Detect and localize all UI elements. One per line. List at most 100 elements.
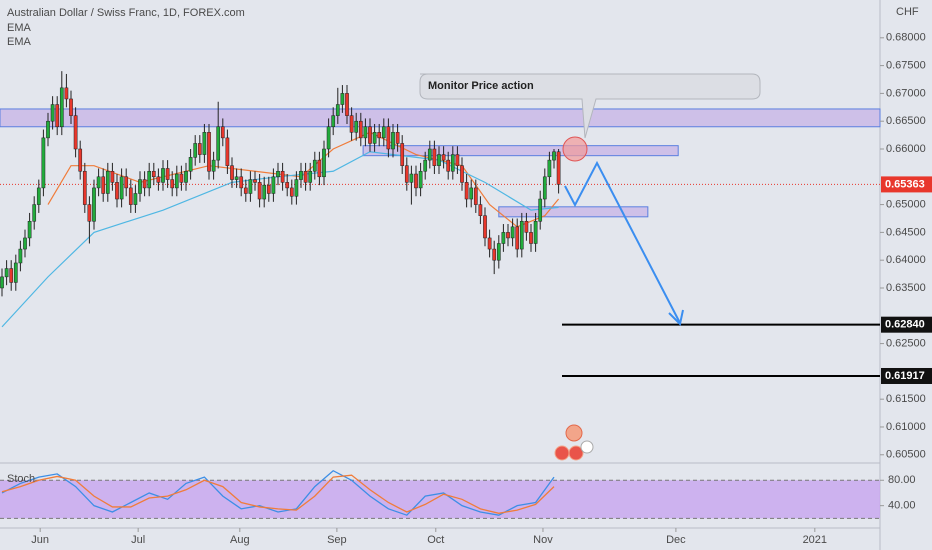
candle-body — [220, 126, 225, 139]
candle-body — [501, 232, 506, 244]
level-label-box — [881, 316, 932, 333]
candle-body — [96, 176, 101, 189]
candle-body — [64, 87, 69, 100]
candle-body — [285, 182, 290, 189]
candle-body — [450, 154, 455, 172]
candle-body — [234, 176, 239, 180]
candle-body — [400, 143, 405, 166]
candle-body — [174, 173, 179, 189]
candle-body — [552, 151, 556, 161]
candle-body — [262, 184, 267, 200]
candle-body — [409, 173, 414, 183]
callout — [419, 73, 761, 139]
candle-body — [128, 187, 133, 205]
candle-body — [391, 132, 395, 150]
last-price-label: 0.65363 — [885, 178, 925, 190]
candle-body — [529, 232, 533, 244]
candle-body — [101, 176, 106, 194]
candle-body — [340, 93, 345, 105]
event-icon[interactable] — [568, 445, 584, 461]
candle-body — [349, 115, 354, 133]
candle-body — [156, 176, 161, 183]
candle-body — [18, 248, 23, 264]
candle-body — [510, 226, 515, 239]
candle-body — [345, 93, 349, 116]
candle-body — [188, 157, 193, 172]
candle-body — [432, 148, 437, 166]
candle-body — [372, 132, 377, 144]
y-tick-label: 0.68000 — [886, 32, 926, 44]
candle-body — [73, 115, 78, 150]
candle-body — [230, 165, 234, 180]
candle-body — [335, 104, 340, 116]
candle-body — [303, 170, 308, 183]
candle-body — [115, 182, 119, 200]
last-price-box — [881, 176, 932, 193]
candle-body — [161, 168, 165, 183]
candle-body — [492, 248, 497, 261]
level-label-box — [881, 367, 932, 384]
candle-body — [358, 120, 363, 139]
price-zone — [498, 206, 649, 218]
stoch-band — [0, 480, 880, 519]
candle-body — [32, 204, 37, 222]
candle-body — [312, 159, 317, 172]
callout-text: Monitor Price action — [428, 80, 534, 92]
candle-body — [483, 215, 487, 239]
candle-body — [4, 268, 9, 278]
level-label: 0.61917 — [885, 370, 925, 382]
candle-body — [446, 159, 451, 172]
y-tick-label: 0.63500 — [886, 282, 926, 294]
y-tick-label: 0.67500 — [886, 60, 926, 72]
candle-body — [13, 262, 18, 283]
candle-body — [142, 179, 147, 189]
candle-body — [69, 98, 73, 116]
candle-body — [368, 126, 372, 144]
projection-arrow — [564, 160, 681, 324]
y-tick-label: 0.62500 — [886, 337, 926, 349]
candle-body — [331, 115, 336, 128]
candle-body — [179, 173, 184, 183]
candle-body — [363, 126, 368, 139]
candle-body — [418, 170, 423, 189]
candle-body — [9, 268, 14, 283]
event-icon[interactable] — [565, 424, 583, 442]
candle-body — [239, 176, 244, 189]
candle-body — [478, 204, 483, 216]
candle-body — [46, 120, 50, 139]
stoch-tick-label: 80.00 — [888, 474, 916, 486]
event-count[interactable] — [580, 440, 594, 454]
x-tick-label: Nov — [533, 534, 553, 546]
x-tick-label: Oct — [427, 534, 444, 546]
candle-body — [184, 170, 188, 183]
candle-body — [110, 170, 115, 183]
x-tick-label: Sep — [327, 534, 347, 546]
candle-body — [437, 154, 441, 166]
x-tick-label: Aug — [230, 534, 250, 546]
price-zone — [0, 108, 881, 128]
candle-body — [170, 179, 175, 189]
candle-body — [377, 132, 382, 139]
candle-body — [326, 126, 331, 150]
candle-body — [280, 170, 285, 183]
candle-body — [216, 126, 221, 161]
stoch-label: Stoch — [7, 473, 35, 485]
y-tick-label: 0.67000 — [886, 87, 926, 99]
y-tick-label: 0.64500 — [886, 226, 926, 238]
candle-body — [414, 173, 418, 189]
candle-body — [193, 143, 198, 158]
candle-body — [253, 179, 257, 183]
y-tick-label: 0.60500 — [886, 449, 926, 461]
candle-body — [515, 226, 520, 250]
candle-body — [41, 137, 46, 189]
candle-body — [322, 148, 326, 178]
candle-body — [423, 159, 428, 172]
candle-body — [464, 182, 469, 200]
candle-body — [23, 237, 27, 250]
x-tick-label: Jun — [31, 534, 49, 546]
y-tick-label: 0.61000 — [886, 421, 926, 433]
candle-body — [354, 120, 359, 133]
candle-body — [165, 168, 170, 180]
event-icon[interactable] — [554, 445, 570, 461]
stoch-k — [1, 469, 555, 516]
